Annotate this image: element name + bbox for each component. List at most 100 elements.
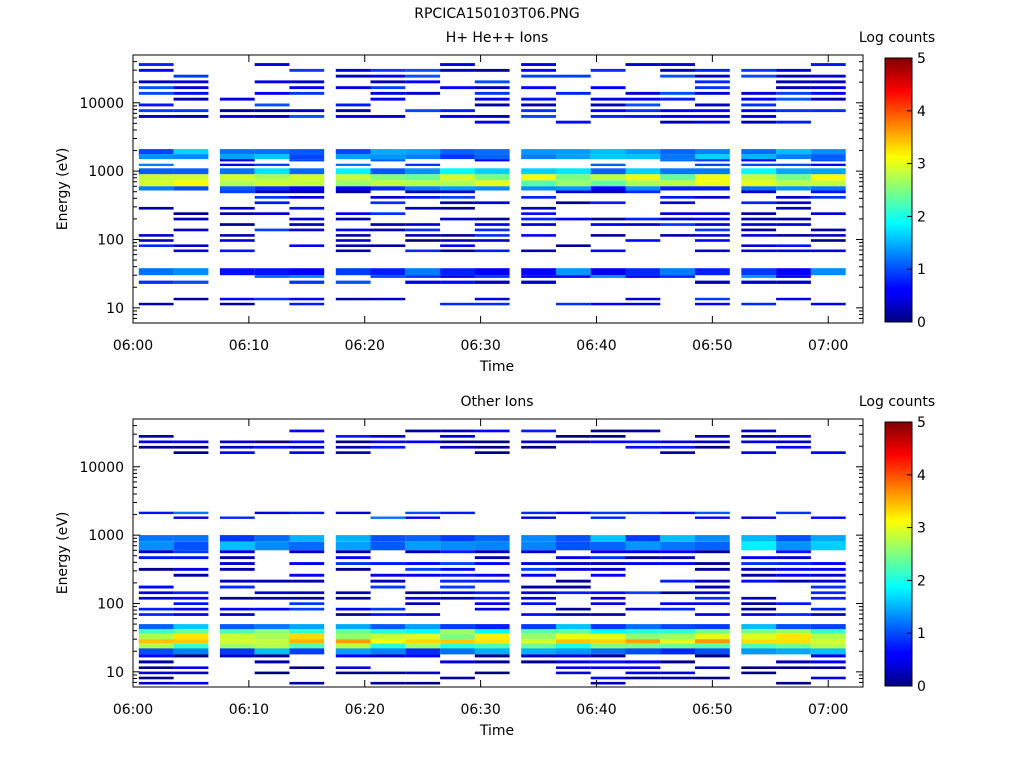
- heatmap-cell: [440, 541, 475, 551]
- heatmap-cell: [173, 535, 209, 542]
- y-axis-label-h-he-ions: Energy (eV): [55, 148, 71, 231]
- heatmap-cell: [660, 68, 695, 72]
- heatmap-cell: [335, 511, 371, 515]
- heatmap-cell: [695, 174, 730, 181]
- heatmap-cell: [335, 109, 371, 113]
- heatmap-cell: [555, 302, 591, 306]
- heatmap-cell: [741, 201, 777, 205]
- heatmap-cell: [219, 115, 255, 118]
- heatmap-cell: [521, 440, 556, 444]
- heatmap-cell: [695, 613, 730, 616]
- heatmap-cell: [370, 579, 406, 583]
- heatmap-cell: [219, 180, 255, 187]
- heatmap-cell: [335, 174, 371, 181]
- heatmap-cell: [741, 541, 777, 551]
- axes-ticks-other-ions: 06:00 06:10 06:20 06:30 06:40 06:50 07:00 10 100…: [79, 418, 863, 718]
- heatmap-cell: [810, 624, 846, 630]
- heatmap-cell: [521, 109, 556, 113]
- heatmap-cell: [289, 550, 325, 554]
- heatmap-cell: [660, 223, 695, 226]
- heatmap-cell: [521, 268, 556, 276]
- heatmap-cell: [335, 163, 371, 166]
- heatmap-cell: [289, 86, 325, 90]
- heatmap-cell: [776, 541, 811, 551]
- heatmap-cell: [440, 643, 475, 649]
- heatmap-cell: [776, 97, 811, 101]
- heatmap-cell: [521, 212, 556, 215]
- heatmap-cell: [474, 451, 510, 454]
- heatmap-cell: [590, 602, 626, 605]
- heatmap-cell: [625, 556, 661, 560]
- heatmap-cell: [173, 511, 209, 515]
- heatmap-cell: [173, 629, 209, 634]
- heatmap-cell: [440, 244, 475, 247]
- heatmap-cell: [590, 86, 626, 90]
- heatmap-cell: [660, 607, 695, 611]
- heatmap-cell: [254, 629, 290, 634]
- heatmap-cell: [810, 633, 846, 640]
- heatmap-cell: [474, 86, 510, 90]
- heatmap-cell: [289, 91, 325, 95]
- heatmap-cell: [173, 681, 209, 685]
- heatmap-cell: [555, 556, 591, 560]
- heatmap-cell: [555, 562, 591, 565]
- heatmap-cell: [625, 180, 661, 187]
- heatmap-cell: [335, 297, 371, 301]
- heatmap-cell: [776, 573, 811, 577]
- heatmap-cell: [741, 180, 777, 187]
- heatmap-cell: [590, 633, 626, 640]
- heatmap-cell: [474, 591, 510, 595]
- heatmap-cell: [590, 223, 626, 226]
- heatmap-cell: [695, 109, 730, 113]
- heatmap-cell: [289, 80, 325, 84]
- heatmap-cell: [440, 567, 475, 571]
- heatmap-cell: [370, 681, 406, 685]
- heatmap-cell: [521, 541, 556, 551]
- heatmap-cell: [219, 168, 255, 175]
- heatmap-cell: [370, 244, 406, 247]
- heatmap-cell: [289, 607, 325, 611]
- heatmap-cell: [660, 602, 695, 605]
- heatmap-cell: [440, 440, 475, 444]
- heatmap-cell: [405, 511, 441, 515]
- heatmap-cell: [590, 666, 626, 669]
- heatmap-cell: [590, 541, 626, 551]
- heatmap-cell: [660, 159, 695, 162]
- heatmap-cell: [521, 567, 556, 571]
- heatmap-cell: [590, 596, 626, 600]
- heatmap-cell: [405, 268, 441, 276]
- heatmap-cell: [590, 186, 626, 191]
- heatmap-cell: [555, 585, 591, 589]
- heatmap-cell: [370, 613, 406, 616]
- heatmap-cell: [590, 435, 626, 438]
- heatmap-cell: [474, 550, 510, 554]
- heatmap-cell: [474, 629, 510, 634]
- heatmap-cell: [776, 275, 811, 278]
- heatmap-cell: [776, 535, 811, 542]
- heatmap-cell: [370, 440, 406, 444]
- heatmap-cell: [138, 556, 174, 560]
- heatmap-cell: [660, 186, 695, 191]
- heatmap-cell: [810, 149, 846, 155]
- heatmap-cell: [776, 217, 811, 221]
- heatmap-cell: [474, 660, 510, 664]
- heatmap-cell: [521, 633, 556, 640]
- heatmap-cell: [741, 573, 777, 577]
- heatmap-cell: [440, 186, 475, 191]
- heatmap-cell: [474, 268, 510, 276]
- heatmap-cell: [289, 633, 325, 640]
- heatmap-cell: [440, 149, 475, 155]
- heatmap-cell: [625, 511, 661, 515]
- heatmap-cell: [474, 91, 510, 95]
- heatmap-cell: [776, 186, 811, 191]
- heatmap-cell: [440, 579, 475, 583]
- heatmap-cell: [625, 660, 661, 664]
- heatmap-cell: [695, 629, 730, 634]
- heatmap-cell: [776, 180, 811, 187]
- heatmap-cell: [810, 186, 846, 191]
- heatmap-cell: [405, 624, 441, 630]
- heatmap-cell: [440, 429, 475, 433]
- heatmap-cell: [741, 556, 777, 560]
- x-tick-label: 06:10: [229, 338, 269, 354]
- heatmap-cell: [590, 217, 626, 221]
